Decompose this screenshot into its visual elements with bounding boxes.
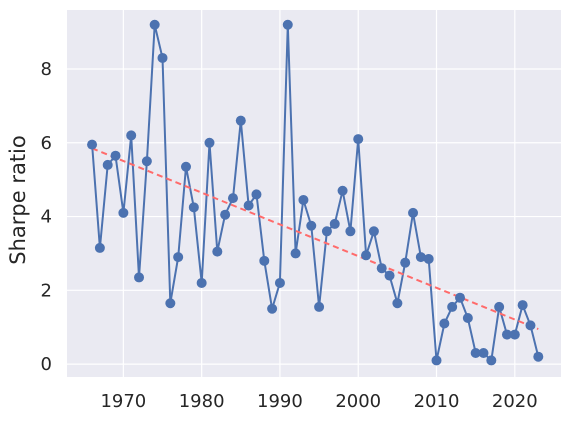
data-point (94, 242, 105, 253)
data-point (384, 270, 395, 281)
data-point (509, 329, 520, 340)
data-point (306, 220, 317, 231)
data-point (321, 226, 332, 237)
data-point (110, 150, 121, 161)
data-point (431, 355, 442, 366)
data-point (462, 312, 473, 323)
data-point (486, 355, 497, 366)
data-point (196, 277, 207, 288)
data-point (267, 303, 278, 314)
data-point (376, 263, 387, 274)
data-point (337, 185, 348, 196)
y-tick-label: 6 (41, 133, 52, 154)
data-point (501, 329, 512, 340)
data-point (212, 246, 223, 257)
data-point (274, 277, 285, 288)
x-tick-label: 1970 (100, 391, 146, 412)
data-point (157, 52, 168, 63)
data-point (165, 298, 176, 309)
data-point (102, 159, 113, 170)
data-point (392, 298, 403, 309)
data-point (494, 301, 505, 312)
data-point (415, 252, 426, 263)
data-point (149, 19, 160, 30)
data-point (439, 318, 450, 329)
data-point (525, 320, 536, 331)
data-point (220, 209, 231, 220)
y-tick-label: 8 (41, 59, 52, 80)
data-point (298, 194, 309, 205)
plot-area (67, 10, 561, 377)
data-point (282, 19, 293, 30)
data-point (345, 226, 356, 237)
data-point (517, 300, 528, 311)
data-point (259, 255, 270, 266)
x-tick-label: 1990 (257, 391, 303, 412)
y-tick-label: 2 (41, 280, 52, 301)
data-point (478, 348, 489, 359)
y-axis-label: Sharpe ratio (6, 135, 30, 265)
x-tick-label: 2010 (414, 391, 460, 412)
data-point (533, 351, 544, 362)
data-point (126, 130, 137, 141)
x-tick-label: 2000 (335, 391, 381, 412)
data-point (408, 207, 419, 218)
data-point (227, 193, 238, 204)
x-tick-label: 2020 (492, 391, 538, 412)
y-tick-label: 0 (41, 354, 52, 375)
data-point (173, 252, 184, 263)
data-point (400, 257, 411, 268)
data-point (353, 134, 364, 145)
series-line (91, 24, 540, 363)
data-point (141, 156, 152, 167)
data-point (470, 348, 481, 359)
data-point (87, 139, 98, 150)
data-point (180, 161, 191, 172)
data-point (118, 207, 129, 218)
data-point (423, 253, 434, 264)
data-point (368, 226, 379, 237)
data-point (251, 189, 262, 200)
data-point (188, 202, 199, 213)
y-tick-label: 4 (41, 207, 52, 228)
x-tick-label: 1980 (179, 391, 225, 412)
data-point (361, 250, 372, 261)
data-point (447, 301, 458, 312)
data-point (455, 292, 466, 303)
data-point (290, 248, 301, 259)
data-point (134, 272, 145, 283)
data-point (235, 115, 246, 126)
data-point (314, 301, 325, 312)
data-point (243, 200, 254, 211)
data-point (204, 137, 215, 148)
data-point (329, 218, 340, 229)
